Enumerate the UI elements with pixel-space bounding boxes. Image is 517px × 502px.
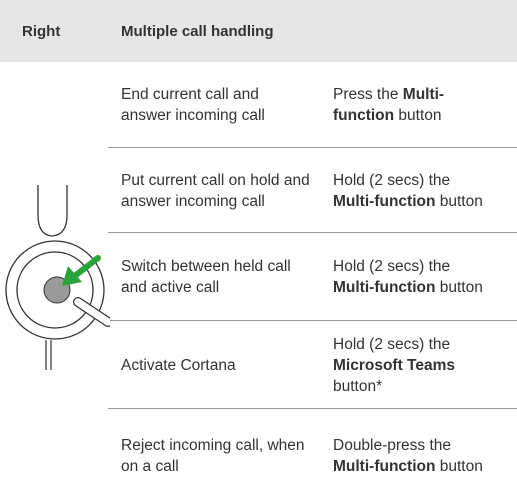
header-cell: Right [22,23,61,40]
instruction-text: button [435,279,483,296]
table-row: Switch between held call and active call… [108,232,517,321]
table-row: Reject incoming call, when on a call Doub… [108,408,517,502]
table-row: Activate Cortana Hold (2 secs) the Micros… [108,320,517,409]
instruction-text: Microsoft Teams [333,356,456,374]
header-cell: Multiple call handling [121,23,274,40]
action-cell: End current call and answer incoming cal… [121,85,265,124]
table-header: Right Multiple call handling [0,0,517,62]
instruction-text: Multi-function [333,279,436,296]
action-cell: Put current call on hold and answer inco… [121,171,310,210]
action-cell: Activate Cortana [121,356,236,374]
action-cell: Reject incoming call, when on a call [121,436,305,475]
instruction-cell: Hold (2 secs) the Multi-function button [333,256,493,298]
instruction-text: Multi-function [333,85,445,124]
instruction-text: Hold (2 secs) the [333,171,451,189]
table-row: End current call and answer incoming cal… [108,62,517,147]
instruction-text: button [394,106,442,124]
instruction-text: Double-press the [333,436,452,454]
instruction-cell: Double-press the Multi-function button [333,435,493,477]
instruction-text: button [435,192,483,210]
instruction-text: button [435,457,483,475]
table-row: Put current call on hold and answer inco… [108,147,517,233]
instruction-text: Press the [333,85,403,103]
instruction-cell: Press the Multi-function button [333,84,493,126]
instruction-text: Multi-function [333,192,436,210]
action-cell: Switch between held call and active call [121,258,291,296]
instruction-text: Hold (2 secs) the [333,258,451,275]
instruction-text: button* [333,377,383,395]
instruction-text: Hold (2 secs) the [333,335,451,353]
instruction-text: Multi-function [333,457,436,475]
headset-illustration [5,185,110,370]
instruction-cell: Hold (2 secs) the Multi-function button [333,170,493,212]
instruction-cell: Hold (2 secs) the Microsoft Teams button… [333,334,493,397]
